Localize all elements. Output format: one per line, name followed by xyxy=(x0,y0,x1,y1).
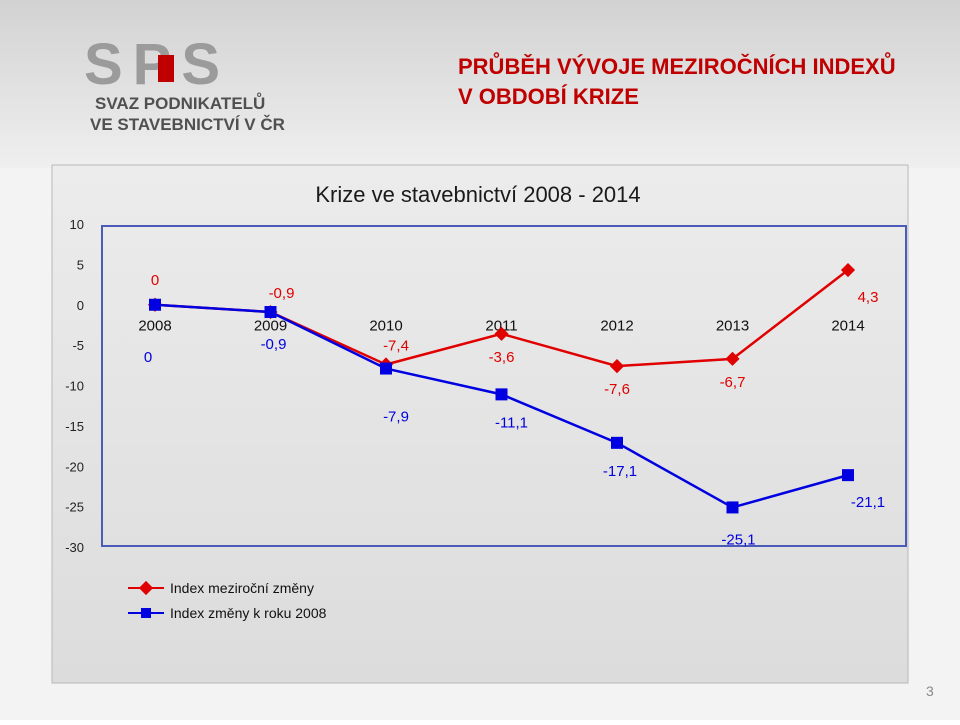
x-tick-label-2013: 2013 xyxy=(716,318,749,335)
logo-line2: VE STAVEBNICTVÍ V ČR xyxy=(90,115,285,134)
logo: SPS SVAZ PODNIKATELŮ VE STAVEBNICTVÍ V Č… xyxy=(84,32,285,134)
data-label: -21,1 xyxy=(851,494,885,511)
data-label: -3,6 xyxy=(489,349,515,366)
legend-label-red: Index meziroční změny xyxy=(170,580,314,596)
legend: Index meziroční změny Index změny k roku… xyxy=(128,580,327,621)
y-tick-label: -25 xyxy=(65,500,84,515)
page-title-line1: PRŮBĚH VÝVOJE MEZIROČNÍCH INDEXŮ xyxy=(458,51,896,79)
data-label: -0,9 xyxy=(269,285,295,302)
y-tick-label: -15 xyxy=(65,419,84,434)
data-label: -7,9 xyxy=(383,409,409,426)
point-marker xyxy=(495,388,508,401)
point-marker xyxy=(609,359,625,374)
plot-area-border xyxy=(101,225,907,547)
y-tick-label: 10 xyxy=(70,217,84,232)
x-tick-label-2014: 2014 xyxy=(831,318,864,335)
legend-marker-red xyxy=(138,580,154,596)
point-marker xyxy=(726,501,739,514)
page-number: 3 xyxy=(926,683,934,699)
y-axis: 10 5 0 -5 -10 -15 -20 -25 -30 xyxy=(65,217,84,555)
data-label: -25,1 xyxy=(721,531,755,548)
y-tick-label: 0 xyxy=(77,298,84,313)
x-tick-label-2011: 2011 xyxy=(485,318,517,335)
y-tick-label: -30 xyxy=(65,540,84,555)
series-index-vs-2008: 0 -0,9 -7,9 -11,1 -17,1 -25,1 -21,1 xyxy=(144,298,885,548)
point-marker xyxy=(149,298,161,311)
series-layer: 0 -0,9 -7,4 -3,6 -7,6 -6,7 4,3 0 -0,9 -7,9 -11,1 -1… xyxy=(144,262,885,548)
point-marker xyxy=(725,351,740,366)
data-label: -0,9 xyxy=(261,336,287,353)
logo-letters: SPS xyxy=(84,32,230,97)
data-label: 4,3 xyxy=(858,289,879,306)
point-marker xyxy=(611,436,623,449)
y-tick-label: -20 xyxy=(65,459,84,474)
x-tick-label-2010: 2010 xyxy=(369,318,402,335)
x-tick-label-2008: 2008 xyxy=(138,318,171,335)
header-background xyxy=(0,0,960,168)
point-marker xyxy=(264,306,277,319)
point-marker xyxy=(494,326,509,341)
data-label: 0 xyxy=(144,349,152,366)
data-label: 0 xyxy=(151,272,159,289)
chart-frame xyxy=(51,164,909,684)
x-tick-label-2009: 2009 xyxy=(254,318,287,335)
point-marker xyxy=(842,469,854,482)
legend-marker-blue xyxy=(141,608,151,618)
x-tick-label-2012: 2012 xyxy=(600,318,633,335)
y-tick-label: 5 xyxy=(77,257,84,272)
chart-title: Krize ve stavebnictví 2008 - 2014 xyxy=(315,182,640,207)
point-marker xyxy=(840,262,856,278)
data-label: -11,1 xyxy=(495,414,528,431)
data-label: -7,6 xyxy=(604,381,630,398)
logo-line1: SVAZ PODNIKATELŮ xyxy=(95,93,265,113)
data-label: -6,7 xyxy=(720,374,746,391)
x-axis: 2008 2009 2010 2011 2012 2013 2014 xyxy=(138,318,864,335)
logo-accent xyxy=(158,55,174,82)
page-title-line2: V OBDOBÍ KRIZE xyxy=(458,84,639,109)
data-label: -17,1 xyxy=(603,463,637,480)
legend-label-blue: Index změny k roku 2008 xyxy=(170,605,327,621)
y-tick-label: -10 xyxy=(65,379,84,394)
data-label: -7,4 xyxy=(383,338,409,355)
y-tick-label: -5 xyxy=(72,338,84,353)
point-marker xyxy=(380,362,392,375)
